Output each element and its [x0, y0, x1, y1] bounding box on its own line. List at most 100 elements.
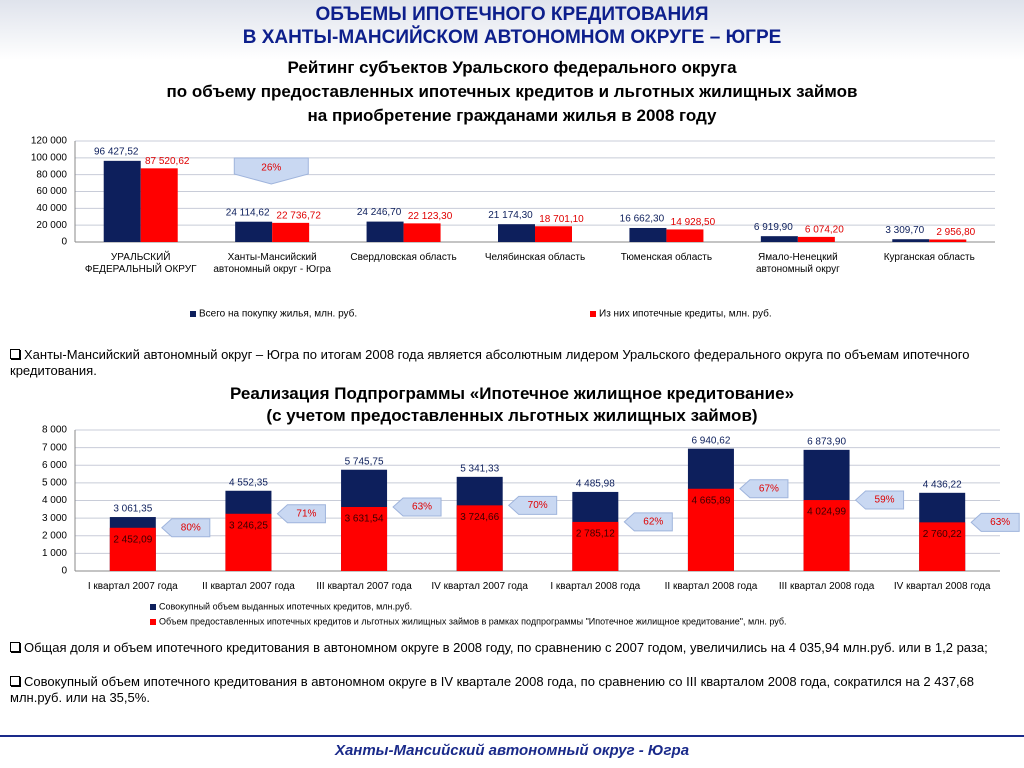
annotation: 63%	[412, 502, 432, 513]
y-tick-label: 2 000	[42, 530, 67, 541]
data-label: 87 520,62	[145, 156, 190, 167]
y-tick-label: 6 000	[42, 460, 67, 471]
data-label: 6 919,90	[754, 222, 793, 233]
data-label: 24 114,62	[226, 207, 270, 218]
note: Ханты-Мансийский автономный округ – Югра…	[10, 347, 1000, 379]
y-tick-label: 120 000	[31, 136, 68, 147]
chart-title: Рейтинг субъектов Уральского федеральног…	[287, 58, 737, 77]
callout	[392, 497, 442, 517]
data-label: 4 436,22	[923, 479, 962, 490]
data-label: 6 873,90	[807, 436, 846, 447]
callout	[739, 479, 789, 499]
note-text: Совокупный объем ипотечного кредитования…	[10, 674, 975, 705]
x-tick-label: УРАЛЬСКИЙ ФЕДЕРАЛЬНЫЙ ОКРУГ	[84, 252, 197, 275]
chart-title: по объему предоставленных ипотечных кред…	[166, 82, 858, 101]
header-title: В ХАНТЫ-МАНСИЙСКОМ АВТОНОМНОМ ОКРУГЕ – Ю…	[242, 27, 782, 48]
bar	[498, 224, 535, 242]
data-label: 2 452,09	[113, 534, 152, 545]
bar	[687, 488, 734, 571]
note: Совокупный объем ипотечного кредитования…	[10, 674, 1000, 706]
data-label: 2 785,12	[576, 529, 615, 540]
data-label: 22 123,30	[408, 211, 453, 222]
bar	[366, 221, 404, 242]
data-label: 3 631,54	[345, 514, 384, 525]
note-text: Ханты-Мансийский автономный округ – Югра…	[10, 347, 970, 378]
y-tick-label: 40 000	[36, 203, 67, 214]
data-label: 3 724,66	[460, 512, 499, 523]
x-tick-label: Челябинская область	[484, 252, 586, 263]
x-tick-label: III квартал 2008 года	[778, 581, 875, 592]
bar	[572, 521, 619, 571]
legend-label: Объем предоставленных ипотечных кредитов…	[159, 616, 787, 626]
bar	[103, 160, 141, 242]
bar	[892, 239, 930, 242]
legend-swatch	[190, 311, 196, 317]
callout	[854, 490, 905, 510]
y-tick-label: 4 000	[42, 495, 67, 506]
bar	[803, 500, 850, 571]
data-label: 6 940,62	[691, 435, 730, 446]
y-tick-label: 60 000	[36, 186, 67, 197]
bullet	[10, 349, 20, 359]
annotation: 71%	[296, 508, 316, 519]
legend-swatch	[150, 619, 156, 625]
legend-swatch	[150, 604, 156, 610]
chart-title: Реализация Подпрограммы «Ипотечное жилищ…	[229, 384, 795, 403]
bar	[797, 236, 835, 242]
bar	[456, 505, 503, 571]
x-tick-label: III квартал 2007 года	[316, 581, 412, 592]
data-label: 3 246,25	[229, 520, 268, 531]
x-tick-label: I квартал 2007 года	[87, 581, 178, 592]
data-label: 2 760,22	[923, 529, 962, 540]
x-tick-label: Ханты-Мансийский автономный округ - Югра	[213, 252, 331, 275]
annotation: 80%	[181, 522, 201, 533]
y-tick-label: 7 000	[42, 442, 67, 453]
bar	[403, 223, 441, 242]
data-label: 3 061,35	[113, 504, 152, 515]
y-tick-label: 3 000	[42, 513, 67, 524]
x-tick-label: Ямало-Ненецкий автономный округ	[755, 252, 840, 275]
data-label: 21 174,30	[488, 210, 533, 221]
y-tick-label: 5 000	[42, 478, 67, 489]
bar	[666, 229, 704, 242]
y-tick-label: 8 000	[42, 425, 67, 436]
y-tick-label: 1 000	[42, 548, 67, 559]
y-tick-label: 0	[61, 237, 67, 248]
legend-swatch	[590, 311, 596, 317]
callout	[276, 504, 326, 524]
data-label: 14 928,50	[671, 217, 716, 228]
bar	[272, 222, 310, 242]
x-tick-label: Свердловская область	[350, 252, 457, 263]
chart-title: на приобретение гражданами жилья в 2008 …	[307, 106, 717, 125]
x-tick-label: IV квартал 2008 года	[893, 581, 991, 592]
data-label: 16 662,30	[620, 214, 665, 225]
bar	[341, 506, 388, 571]
chart-title: (с учетом предоставленных льготных жилищ…	[266, 406, 758, 425]
data-label: 2 956,80	[936, 227, 975, 238]
bar	[140, 168, 178, 242]
annotation: 62%	[643, 517, 663, 528]
annotation: 59%	[875, 495, 895, 506]
bar	[760, 236, 798, 242]
x-tick-label: Тюменская область	[620, 252, 713, 263]
bar	[919, 522, 966, 571]
bullet	[10, 642, 20, 652]
annotation: 26%	[261, 163, 281, 174]
bar	[235, 221, 273, 242]
data-label: 5 745,75	[345, 456, 384, 467]
legend-label: Из них ипотечные кредиты, млн. руб.	[599, 308, 772, 320]
annotation: 70%	[528, 500, 548, 511]
data-label: 3 309,70	[885, 225, 924, 236]
annotation: 63%	[990, 517, 1010, 528]
callout	[161, 518, 211, 538]
data-label: 24 246,70	[357, 207, 402, 218]
legend-label: Всего на покупку жилья, млн. руб.	[199, 308, 357, 320]
y-tick-label: 80 000	[36, 169, 67, 180]
data-label: 4 665,89	[691, 495, 730, 506]
note-text: Общая доля и объем ипотечного кредитован…	[24, 640, 988, 655]
y-tick-label: 20 000	[36, 220, 67, 231]
data-label: 96 427,52	[94, 146, 139, 157]
callout	[507, 495, 558, 515]
bar	[109, 527, 156, 571]
